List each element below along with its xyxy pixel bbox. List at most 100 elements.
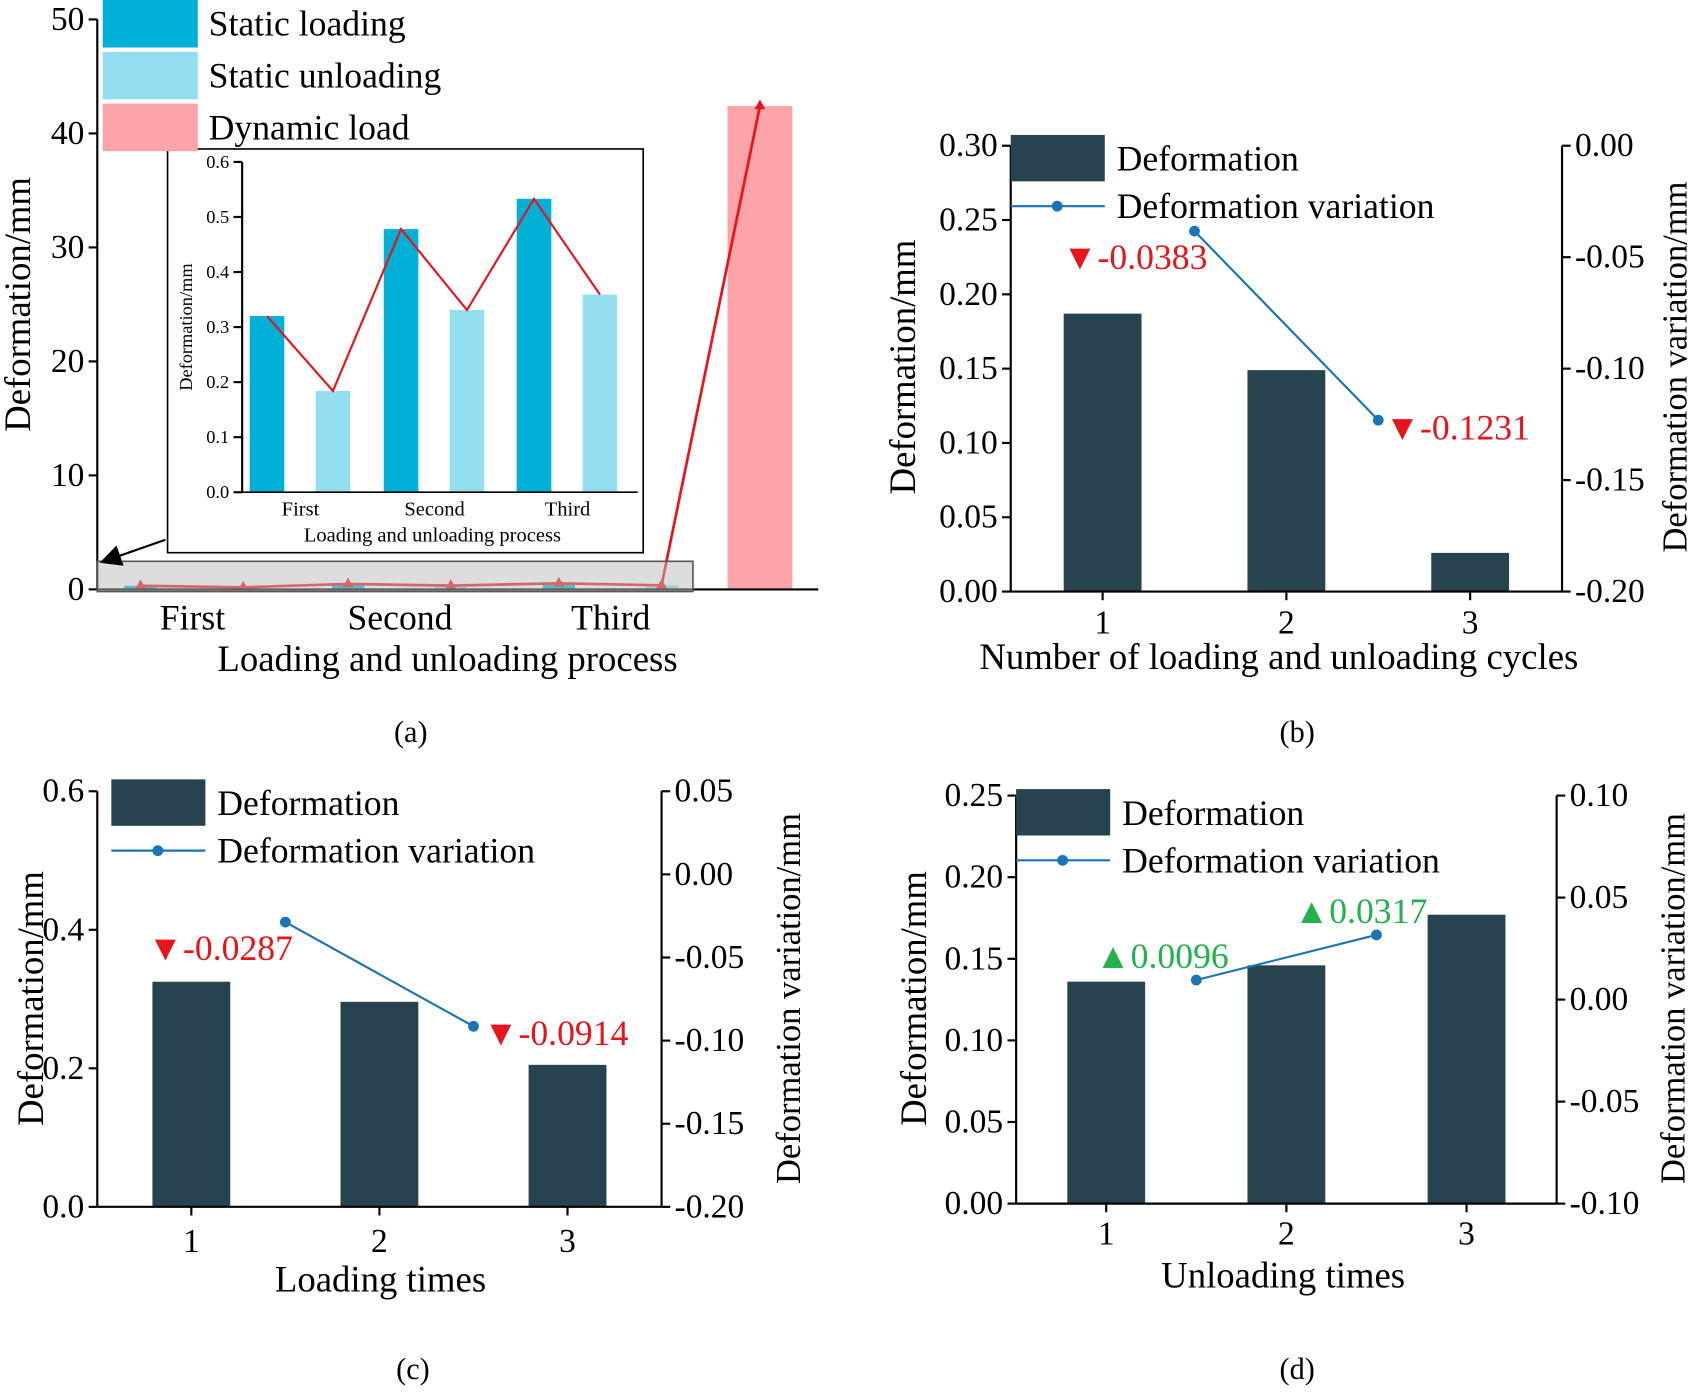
x-axis-label: Loading and unloading process xyxy=(217,638,677,679)
x-tick-label: 1 xyxy=(183,1223,200,1260)
y-tick-label: 0.00 xyxy=(1575,127,1634,164)
legend-point xyxy=(1057,854,1069,866)
legend-swatch xyxy=(111,779,206,826)
inset-bar xyxy=(516,198,552,493)
y-tick-label: 0.05 xyxy=(675,773,734,810)
bar xyxy=(1067,981,1146,1204)
axis-label: Deformation/mm xyxy=(176,263,196,390)
y-tick-label: -0.05 xyxy=(1575,239,1645,276)
y-tick-label: 0.00 xyxy=(939,573,998,610)
y-tick-label: 0.2 xyxy=(42,1050,84,1087)
y-tick-label: 50 xyxy=(51,1,84,38)
x-axis-label: Number of loading and unloading cycles xyxy=(979,636,1578,677)
line xyxy=(1196,933,1377,982)
point xyxy=(468,1020,479,1032)
x-tick-label: 3 xyxy=(1462,604,1479,641)
axis-label: Deformation/mm xyxy=(10,871,51,1126)
x-tick-label: 2 xyxy=(1278,604,1295,641)
legend-label: Deformation xyxy=(1117,139,1299,179)
y-tick-label: 0.05 xyxy=(1570,879,1629,916)
y-tick-label: 0.15 xyxy=(945,940,1004,977)
y-tick-label: -0.20 xyxy=(675,1188,745,1225)
legend-label: Deformation xyxy=(1122,793,1304,833)
x-tick-label: 1 xyxy=(1098,1215,1115,1252)
inset-bar xyxy=(249,316,285,493)
y-tick-label: 0.10 xyxy=(945,1022,1004,1059)
y-tick-label: -0.10 xyxy=(1570,1185,1640,1222)
x-axis-label: Loading times xyxy=(275,1259,486,1300)
inset-x-tick-label: Second xyxy=(404,499,464,521)
legend-label: Deformation xyxy=(217,783,399,823)
axis-label: Deformation/mm xyxy=(893,871,934,1126)
legend-label: Dynamic load xyxy=(209,107,410,147)
x-tick-label: 3 xyxy=(1458,1215,1475,1252)
y-tick-label: 0.10 xyxy=(939,424,998,461)
axis-label: Deformation/mm xyxy=(0,177,38,432)
inset-line xyxy=(266,196,601,393)
line xyxy=(1193,230,1380,421)
inset-x-axis-label: Loading and unloading process xyxy=(304,524,561,546)
point xyxy=(279,916,291,928)
y-tick-label: 0.00 xyxy=(1570,981,1629,1018)
bar xyxy=(152,981,231,1207)
bar xyxy=(1431,552,1510,592)
legend-label: Deformation variation xyxy=(1117,186,1435,226)
highlight-box xyxy=(96,560,694,593)
y-tick-label: -0.10 xyxy=(675,1022,745,1059)
y-tick-label: 0.5 xyxy=(206,207,229,227)
bar xyxy=(1247,965,1326,1204)
legend-label: Deformation variation xyxy=(1122,840,1440,880)
legend-swatch xyxy=(102,103,198,152)
inset-bar xyxy=(582,294,618,493)
x-tick-label: First xyxy=(160,597,225,637)
legend-label: Static loading xyxy=(209,4,406,44)
bar xyxy=(1427,914,1506,1204)
bar xyxy=(340,1001,419,1207)
legend-swatch xyxy=(102,0,198,48)
y-tick-label: 0.25 xyxy=(939,202,998,239)
legend-point xyxy=(1051,200,1063,212)
marker xyxy=(754,99,766,110)
x-tick-label: 3 xyxy=(559,1223,576,1260)
y-tick-label: 0.10 xyxy=(1570,777,1629,814)
y-tick-label: 0 xyxy=(68,571,85,608)
y-tick-label: 0.4 xyxy=(42,911,84,948)
data-label: ▲0.0317 xyxy=(1294,891,1427,931)
y-tick-label: 0.00 xyxy=(945,1185,1004,1222)
y-tick-label: -0.20 xyxy=(1575,573,1645,610)
point xyxy=(1189,225,1200,237)
data-label: ▼-0.0287 xyxy=(148,928,293,968)
axis-label: Deformation variation/mm xyxy=(1654,813,1692,1184)
bar xyxy=(1063,313,1142,592)
point xyxy=(1371,929,1382,941)
caption: (a) xyxy=(394,715,428,749)
y-tick-label: 0.0 xyxy=(42,1188,84,1225)
x-tick-label: 1 xyxy=(1094,604,1111,641)
legend-label: Deformation variation xyxy=(217,831,535,871)
y-tick-label: 0.15 xyxy=(939,350,998,387)
y-tick-label: -0.05 xyxy=(1570,1083,1640,1120)
x-tick-label: Second xyxy=(347,597,452,637)
y-tick-label: 0.30 xyxy=(939,127,998,164)
y-tick-label: 0.4 xyxy=(206,262,229,282)
line xyxy=(284,921,475,1028)
x-tick-label: Third xyxy=(571,597,650,637)
legend-swatch xyxy=(102,51,198,100)
axis-label: Deformation variation/mm xyxy=(770,813,808,1184)
y-tick-label: 30 xyxy=(51,229,84,266)
data-label: ▼-0.0914 xyxy=(483,1013,628,1053)
y-tick-label: 0.20 xyxy=(939,276,998,313)
inset-bar xyxy=(383,229,419,493)
y-tick-label: 0.3 xyxy=(206,317,229,337)
y-tick-label: 0.20 xyxy=(945,859,1004,896)
bar xyxy=(528,1064,607,1207)
point xyxy=(1372,414,1384,426)
inset-bar xyxy=(315,390,351,493)
x-axis-label: Unloading times xyxy=(1161,1254,1405,1295)
y-tick-label: 10 xyxy=(51,457,84,494)
legend-point xyxy=(152,845,164,857)
y-tick-label: 40 xyxy=(51,115,84,152)
inset-x-tick-label: Third xyxy=(545,499,591,521)
y-tick-label: 0.2 xyxy=(206,372,229,392)
